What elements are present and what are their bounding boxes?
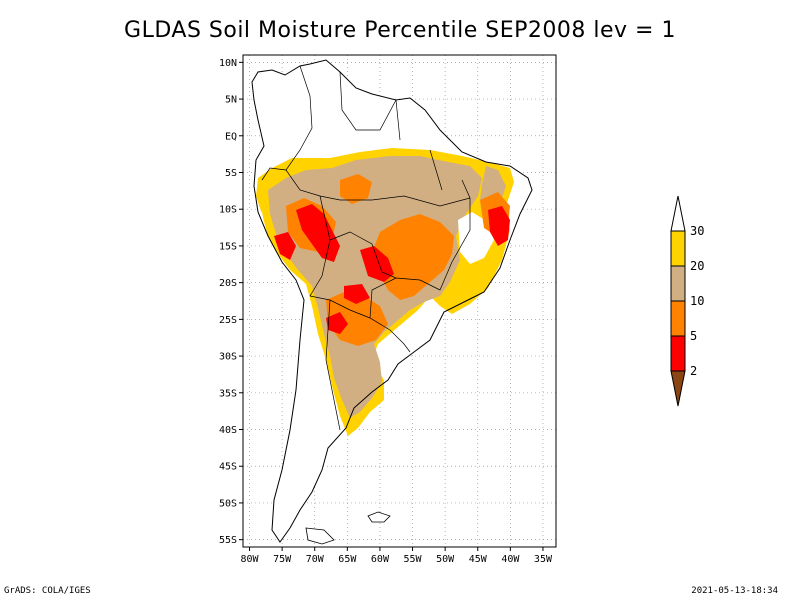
lon-tick-label: 70W — [306, 554, 325, 565]
lat-tick-label: 10S — [219, 205, 237, 216]
lat-tick-label: 45S — [219, 462, 237, 473]
tierra-del-fuego — [305, 527, 335, 545]
colorbar-label: 10 — [690, 294, 704, 308]
colorbar-label: 5 — [690, 329, 697, 343]
lat-tick-label: 10N — [219, 58, 237, 69]
lat-tick-label: 30S — [219, 352, 237, 363]
lat-tick-label: 15S — [219, 241, 237, 252]
footer-credit: GrADS: COLA/IGES — [4, 586, 91, 596]
lat-tick-label: 55S — [219, 535, 237, 546]
longitude-ticks: 80W 75W 70W 65W 60W 55W 50W 45W 40W 35W — [240, 547, 553, 565]
colorbar-bin — [670, 335, 686, 372]
lon-tick-label: 80W — [240, 554, 259, 565]
lat-tick-label: 5N — [225, 95, 237, 106]
sm-5-10-region-north — [340, 174, 372, 204]
colorbar-bin — [670, 300, 686, 337]
lon-tick-label: 35W — [534, 554, 553, 565]
sm-2-5-region-f — [274, 232, 296, 260]
sm-2-5-region-c — [344, 284, 370, 304]
lat-tick-label: 25S — [219, 315, 237, 326]
lat-tick-label: 50S — [219, 498, 237, 509]
sm-gt30-patch-b — [250, 212, 266, 240]
lon-tick-label: 75W — [273, 554, 292, 565]
lat-tick-label: 5S — [225, 168, 237, 179]
colorbar: 30 20 10 5 2 — [670, 195, 704, 407]
sm-2-5-region-e — [488, 206, 510, 246]
sm-5-10-region-center — [372, 214, 454, 300]
lon-tick-label: 45W — [469, 554, 488, 565]
falkland-islands — [367, 511, 391, 523]
map-frame — [242, 54, 557, 548]
colorbar-label: 2 — [690, 364, 697, 378]
lat-tick-label: EQ — [225, 131, 237, 142]
lat-tick-label: 40S — [219, 425, 237, 436]
colorbar-label: 30 — [690, 224, 704, 238]
colorbar-bin — [670, 265, 686, 302]
lat-tick-label: 20S — [219, 278, 237, 289]
lon-tick-label: 60W — [371, 554, 390, 565]
map-title: GLDAS Soil Moisture Percentile SEP2008 l… — [124, 18, 676, 43]
latitude-ticks: 10N 5N EQ 5S 10S 15S 20S 25S 30S 35S 40S 45S 50S 55S — [219, 58, 243, 546]
lon-tick-label: 50W — [436, 554, 455, 565]
colorbar-bin-top — [670, 195, 686, 232]
lon-tick-label: 40W — [501, 554, 520, 565]
footer-timestamp: 2021-05-13-18:34 — [691, 586, 778, 596]
colorbar-label: 20 — [690, 259, 704, 273]
lon-tick-label: 65W — [338, 554, 357, 565]
coastline — [251, 59, 533, 543]
sm-2-5-region-a — [296, 204, 340, 262]
sm-2-5-region-d — [326, 312, 348, 334]
country-borders — [261, 65, 471, 431]
colorbar-bin-bottom — [670, 370, 686, 407]
colorbar-bin — [670, 230, 686, 267]
sm-2-5-region-b — [360, 246, 394, 282]
lon-tick-label: 55W — [404, 554, 423, 565]
lat-tick-label: 35S — [219, 388, 237, 399]
